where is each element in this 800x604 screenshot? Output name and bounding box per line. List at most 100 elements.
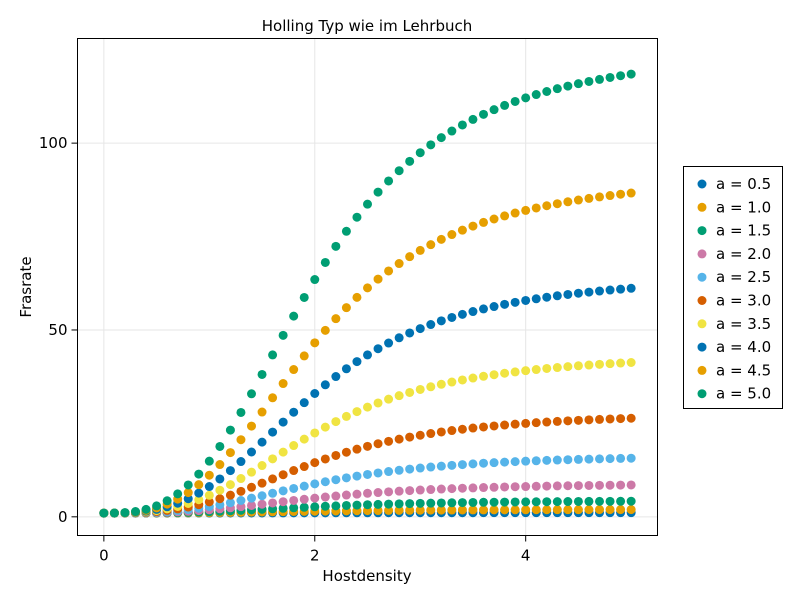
data-point	[415, 498, 425, 508]
data-point	[394, 434, 404, 444]
data-point	[331, 417, 341, 427]
x-tick-label: 4	[521, 547, 531, 565]
data-point	[352, 212, 362, 222]
data-point	[521, 505, 531, 515]
data-point	[310, 502, 320, 512]
data-point	[384, 467, 394, 477]
grid-lines	[77, 38, 658, 536]
data-point	[310, 479, 320, 489]
data-point	[457, 375, 467, 385]
data-point	[552, 497, 562, 507]
data-point	[289, 495, 299, 505]
legend-marker	[697, 296, 707, 305]
legend-marker	[697, 389, 707, 399]
data-point	[457, 498, 467, 508]
legend-label: a = 1.0	[716, 198, 771, 216]
data-point	[542, 87, 552, 96]
data-point	[616, 505, 626, 515]
data-point	[384, 436, 394, 446]
data-point	[310, 428, 320, 438]
data-point	[394, 465, 404, 475]
data-point	[426, 485, 436, 495]
data-point	[278, 417, 288, 427]
data-point	[436, 498, 446, 508]
data-point	[521, 205, 531, 215]
data-point	[204, 456, 214, 466]
data-point	[405, 486, 415, 496]
legend-label: a = 3.0	[716, 292, 771, 310]
data-point	[595, 414, 604, 424]
data-point	[457, 505, 467, 515]
data-point	[436, 234, 446, 244]
data-point	[616, 480, 626, 490]
data-point	[447, 505, 457, 515]
data-point	[236, 435, 246, 445]
data-point	[500, 457, 510, 467]
data-point	[605, 191, 615, 201]
data-point	[542, 481, 552, 491]
data-point	[552, 416, 562, 426]
data-point	[426, 498, 436, 508]
data-point	[394, 259, 404, 269]
data-point	[247, 467, 256, 477]
data-point	[310, 275, 320, 285]
legend-label: a = 3.5	[716, 315, 771, 333]
data-point	[278, 470, 288, 480]
data-point	[563, 481, 573, 491]
legend-label: a = 4.0	[716, 338, 771, 356]
data-point	[363, 469, 372, 479]
data-point	[479, 483, 488, 493]
data-point	[616, 71, 626, 81]
data-point	[447, 460, 457, 470]
data-point	[225, 498, 235, 508]
data-point	[510, 367, 520, 377]
data-point	[552, 291, 562, 301]
data-point	[405, 499, 415, 509]
data-point	[352, 471, 362, 481]
data-point	[194, 480, 204, 490]
plot-frame	[77, 38, 658, 536]
data-point	[510, 419, 520, 429]
data-point	[584, 415, 594, 425]
data-point	[531, 497, 541, 507]
data-point	[521, 93, 531, 103]
data-point	[510, 208, 520, 218]
data-point	[183, 480, 193, 490]
data-point	[552, 481, 562, 491]
data-point	[489, 482, 499, 492]
data-point	[573, 481, 583, 491]
data-point	[373, 488, 383, 498]
data-point	[405, 328, 415, 338]
data-point	[542, 292, 552, 302]
data-point	[605, 72, 615, 82]
data-point	[405, 387, 415, 397]
data-point	[341, 411, 351, 421]
data-point	[415, 324, 425, 334]
data-point	[331, 372, 341, 382]
legend-entry: a = 4.5	[697, 361, 771, 379]
data-point	[363, 402, 372, 412]
data-point	[384, 499, 394, 509]
data-point	[479, 422, 488, 432]
data-point	[278, 503, 288, 513]
data-point	[542, 201, 552, 211]
data-point	[595, 454, 604, 464]
data-point	[405, 432, 415, 442]
data-point	[436, 484, 446, 494]
data-point	[436, 316, 446, 326]
data-point	[500, 420, 510, 430]
data-point	[289, 441, 299, 451]
data-point	[257, 461, 267, 471]
data-point	[310, 338, 320, 348]
data-point	[436, 505, 446, 515]
data-point	[162, 496, 172, 506]
data-point	[573, 288, 583, 298]
data-point	[521, 482, 531, 492]
data-point	[626, 480, 636, 490]
data-point	[236, 407, 246, 417]
data-point	[289, 466, 299, 476]
data-point	[552, 455, 562, 465]
data-point	[573, 454, 583, 464]
data-point	[531, 456, 541, 466]
data-point	[447, 312, 457, 322]
